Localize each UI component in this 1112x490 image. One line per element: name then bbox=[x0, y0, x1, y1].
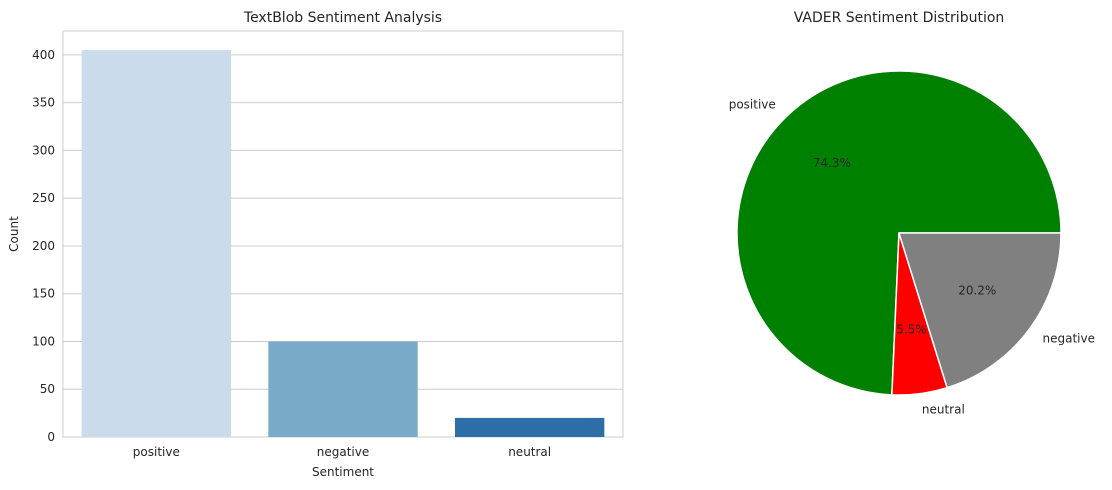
y-tick-label: 150 bbox=[32, 287, 55, 301]
pie-label-neutral: neutral bbox=[922, 403, 965, 417]
pie-pct-positive: 74.3% bbox=[813, 156, 851, 170]
y-tick-label: 50 bbox=[40, 382, 55, 396]
y-tick-label: 200 bbox=[32, 239, 55, 253]
x-tick-label: negative bbox=[317, 445, 369, 459]
x-tick-labels: positive negative neutral bbox=[133, 445, 551, 459]
y-tick-labels: 0 50 100 150 200 250 300 350 400 bbox=[32, 48, 55, 444]
bar-series bbox=[81, 50, 605, 437]
pie-label-negative: negative bbox=[1043, 332, 1095, 346]
y-axis-label: Count bbox=[7, 216, 21, 252]
pie-slice-negative bbox=[898, 232, 1062, 389]
y-tick-label: 0 bbox=[47, 430, 55, 444]
y-tick-label: 300 bbox=[32, 143, 55, 157]
bar-positive bbox=[81, 50, 232, 437]
x-axis-label: Sentiment bbox=[312, 465, 374, 479]
pie-chart-title: VADER Sentiment Distribution bbox=[794, 10, 1005, 26]
pie-chart: VADER Sentiment Distribution positive 74.… bbox=[729, 10, 1095, 417]
pie-labels: positive 74.3% neutral 5.5% negative 20.2% bbox=[729, 97, 1095, 416]
x-tick-label: neutral bbox=[508, 445, 551, 459]
bar-chart-title: TextBlob Sentiment Analysis bbox=[243, 10, 442, 26]
y-tick-label: 350 bbox=[32, 96, 55, 110]
pie-slices bbox=[736, 70, 1062, 396]
bar-neutral bbox=[455, 417, 605, 437]
pie-pct-negative: 20.2% bbox=[958, 284, 996, 298]
bar-chart: 0 50 100 150 200 250 300 350 400 positive negativ… bbox=[7, 10, 624, 479]
y-tick-label: 400 bbox=[32, 48, 55, 62]
pie-label-positive: positive bbox=[729, 97, 776, 111]
y-tick-label: 100 bbox=[32, 334, 55, 348]
y-tick-label: 250 bbox=[32, 191, 55, 205]
x-tick-label: positive bbox=[133, 445, 180, 459]
pie-pct-neutral: 5.5% bbox=[896, 322, 927, 336]
bar-negative bbox=[268, 341, 418, 437]
